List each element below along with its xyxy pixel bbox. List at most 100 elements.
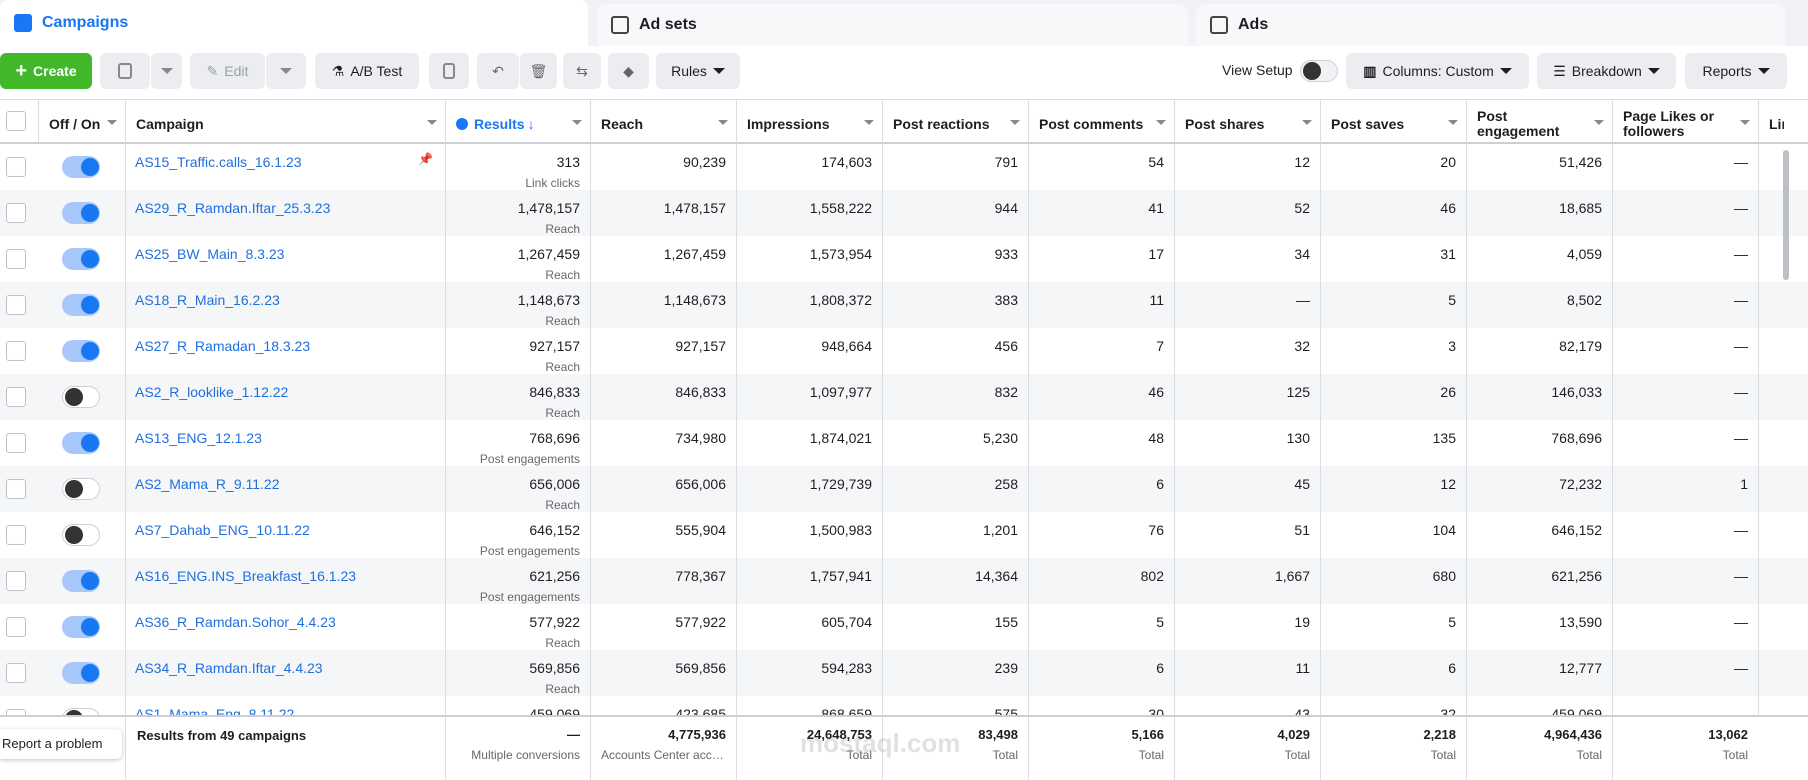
- column-header[interactable]: Post comments: [1028, 99, 1174, 144]
- column-menu[interactable]: [1594, 120, 1604, 125]
- report-problem-button[interactable]: Report a problem: [0, 729, 122, 759]
- column-menu[interactable]: [1740, 120, 1750, 125]
- cell: 1,558,222: [809, 200, 872, 216]
- campaign-name[interactable]: AS27_R_Ramadan_18.3.23: [135, 338, 311, 354]
- column-header[interactable]: Results ↓: [445, 99, 590, 144]
- result-type: Post engagements: [479, 452, 580, 466]
- tag-button[interactable]: ◆: [608, 53, 649, 89]
- campaign-name[interactable]: AS36_R_Ramdan.Sohor_4.4.23: [135, 614, 336, 630]
- checkbox[interactable]: [6, 433, 26, 453]
- campaign-name[interactable]: AS15_Traffic.calls_16.1.23 📌: [135, 152, 433, 170]
- scrollbar[interactable]: [1783, 150, 1789, 280]
- toggle[interactable]: [38, 696, 125, 715]
- column-header[interactable]: Post engagement: [1466, 99, 1612, 144]
- campaign-name[interactable]: AS34_R_Ramdan.Iftar_4.4.23: [135, 660, 323, 676]
- view-setup-toggle[interactable]: [1300, 60, 1338, 82]
- checkbox[interactable]: [6, 617, 26, 637]
- cell: —: [1734, 338, 1748, 354]
- tab[interactable]: Campaigns: [0, 0, 588, 46]
- campaign-name[interactable]: AS2_Mama_R_9.11.22: [135, 476, 280, 492]
- checkbox[interactable]: [6, 295, 26, 315]
- column-menu[interactable]: [718, 120, 728, 125]
- cell: 31: [1440, 246, 1456, 262]
- checkbox[interactable]: [6, 341, 26, 361]
- toggle-track: [62, 386, 100, 408]
- column-header[interactable]: Reach: [590, 99, 736, 144]
- edit-button[interactable]: ✎ Edit: [190, 53, 265, 89]
- toggle[interactable]: [38, 650, 125, 696]
- clipboard-button[interactable]: [429, 53, 469, 89]
- ab-test-button[interactable]: ⚗ A/B Test: [315, 53, 419, 89]
- checkbox[interactable]: [6, 479, 26, 499]
- column-menu[interactable]: [427, 120, 437, 125]
- toggle[interactable]: [38, 604, 125, 650]
- toggle[interactable]: [38, 144, 125, 190]
- edit-menu[interactable]: [266, 53, 306, 89]
- toggle[interactable]: [38, 420, 125, 466]
- campaign-name[interactable]: AS7_Dahab_ENG_10.11.22: [135, 522, 310, 538]
- checkbox[interactable]: [6, 249, 26, 269]
- breakdown-button[interactable]: ☰ Breakdown: [1537, 53, 1676, 89]
- columns-button[interactable]: ▥ Columns: Custom: [1346, 53, 1529, 89]
- campaign-name[interactable]: AS13_ENG_12.1.23: [135, 430, 262, 446]
- campaign-name[interactable]: AS16_ENG.INS_Breakfast_16.1.23: [135, 568, 357, 584]
- rules-button[interactable]: Rules: [656, 53, 740, 89]
- toggle-knob: [81, 664, 99, 682]
- campaign-name[interactable]: AS1_Mama_Eng_8.11.22: [135, 706, 295, 715]
- checkbox[interactable]: [6, 203, 26, 223]
- column-menu[interactable]: [864, 120, 874, 125]
- checkbox[interactable]: [6, 709, 26, 715]
- cell: —: [1734, 154, 1748, 170]
- toggle[interactable]: [38, 374, 125, 420]
- column-header[interactable]: Post reactions: [882, 99, 1028, 144]
- duplicate-menu[interactable]: [151, 53, 182, 89]
- undo-button[interactable]: ↶: [477, 53, 519, 89]
- checkbox[interactable]: [6, 111, 26, 131]
- tab[interactable]: Ad sets: [597, 4, 1188, 46]
- cell: 6: [1448, 660, 1456, 676]
- toggle[interactable]: [38, 190, 125, 236]
- checkbox[interactable]: [6, 663, 26, 683]
- toggle[interactable]: [38, 558, 125, 604]
- campaign-name[interactable]: AS25_BW_Main_8.3.23: [135, 246, 285, 262]
- checkbox[interactable]: [6, 525, 26, 545]
- toggle[interactable]: [38, 282, 125, 328]
- cell: —: [1734, 246, 1748, 262]
- create-button[interactable]: + Create: [0, 53, 92, 89]
- toggle[interactable]: [38, 466, 125, 512]
- column-header[interactable]: Campaign: [125, 99, 445, 144]
- campaign-name[interactable]: AS2_R_looklike_1.12.22: [135, 384, 289, 400]
- table-row: AS29_R_Ramdan.Iftar_25.3.23 1,478,157 Reac…: [0, 190, 1808, 236]
- cell: 11: [1149, 292, 1164, 308]
- checkbox[interactable]: [6, 387, 26, 407]
- preview-button[interactable]: ⇆: [563, 53, 601, 89]
- tab[interactable]: Ads: [1196, 4, 1785, 46]
- checkbox[interactable]: [6, 571, 26, 591]
- campaign-name[interactable]: AS29_R_Ramdan.Iftar_25.3.23: [135, 200, 331, 216]
- column-menu[interactable]: [107, 120, 117, 125]
- column-menu[interactable]: [572, 120, 582, 125]
- checkbox[interactable]: [6, 157, 26, 177]
- toggle-track: [62, 248, 100, 270]
- campaign-name[interactable]: AS18_R_Main_16.2.23: [135, 292, 280, 308]
- cell: 791: [994, 154, 1018, 170]
- column-menu[interactable]: [1156, 120, 1166, 125]
- column-menu[interactable]: [1448, 120, 1458, 125]
- column-menu[interactable]: [1302, 120, 1312, 125]
- column-header[interactable]: Post shares: [1174, 99, 1320, 144]
- column-header[interactable]: Page Likes or followers: [1612, 99, 1758, 144]
- column-header[interactable]: Impressions: [736, 99, 882, 144]
- toggle[interactable]: [38, 512, 125, 558]
- reports-button[interactable]: Reports: [1685, 53, 1787, 89]
- column-header[interactable]: Link: [1758, 99, 1808, 144]
- toggle[interactable]: [38, 236, 125, 282]
- duplicate-button[interactable]: [100, 53, 150, 89]
- column-menu[interactable]: [1010, 120, 1020, 125]
- cell: 1,808,372: [809, 292, 872, 308]
- cell: 4,059: [1566, 246, 1602, 262]
- column-header[interactable]: Post saves: [1320, 99, 1466, 144]
- toggle[interactable]: [38, 328, 125, 374]
- delete-button[interactable]: 🗑: [520, 53, 557, 89]
- column-header[interactable]: Off / On: [38, 99, 125, 144]
- cell: 868,659: [821, 706, 872, 715]
